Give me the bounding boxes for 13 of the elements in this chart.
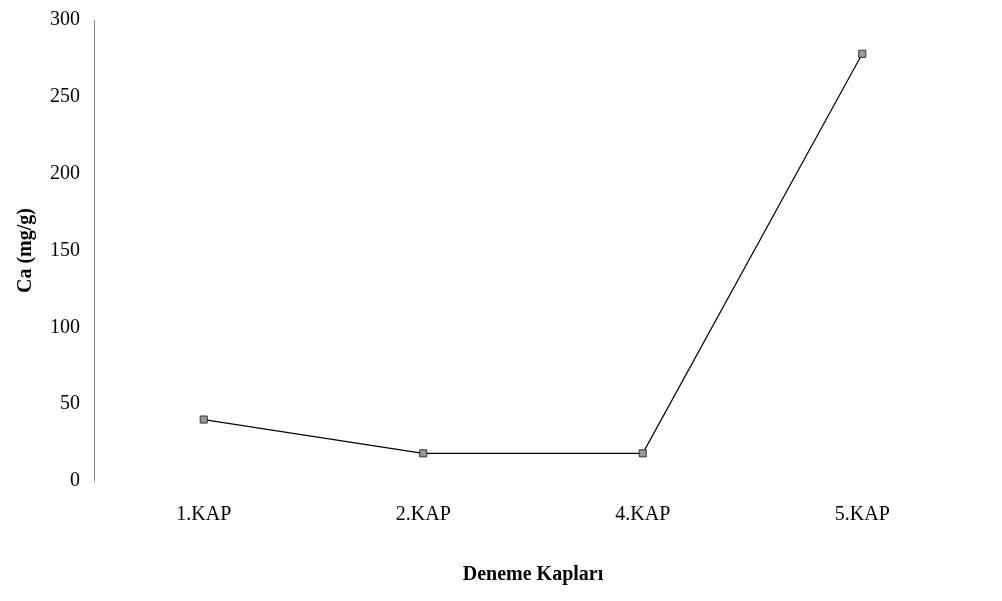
x-axis-title: Deneme Kapları [462,562,604,586]
y-tick-label: 50 [60,391,80,414]
y-tick-label: 150 [50,237,80,260]
y-axis-title: Ca (mg/g) [13,208,37,293]
y-tick-label: 300 [50,7,80,30]
y-tick-label: 100 [50,314,80,337]
x-tick-label: 1.KAP [176,502,232,525]
x-tick-label: 2.KAP [395,502,451,525]
y-tick-label: 250 [50,84,80,107]
x-tick-label: 5.KAP [834,502,890,525]
y-tick-label: 200 [50,160,80,183]
y-tick-label: 0 [70,468,80,491]
x-tick-label: 4.KAP [615,502,671,525]
